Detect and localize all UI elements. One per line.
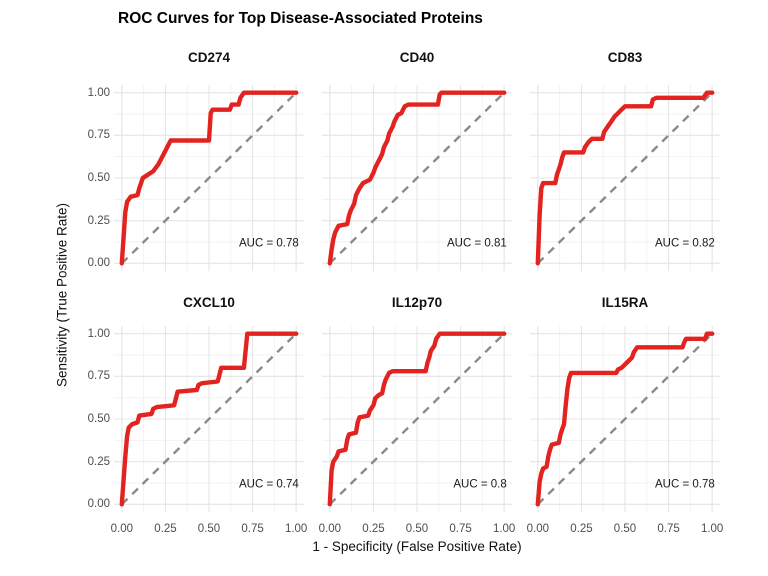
y-tick-label: 0.00	[87, 257, 110, 270]
auc-annotation: AUC = 0.82	[655, 237, 715, 249]
facet-title-cd83: CD83	[607, 50, 643, 65]
x-tick-label: 0.75	[657, 523, 680, 535]
roc-curve	[535, 90, 715, 266]
roc-panel-cd40: AUC = 0.81	[322, 85, 512, 271]
y-axis-ticks-row1: 0.00 0.25 0.50 0.75 1.00	[70, 85, 110, 271]
x-tick-label: 0.25	[362, 523, 385, 535]
diagonal-reference-line	[121, 91, 297, 265]
x-axis-title: 1 - Specificity (False Positive Rate)	[312, 539, 522, 554]
x-tick-label: 0.00	[318, 523, 342, 535]
facet-title-cxcl10: CXCL10	[183, 295, 235, 310]
diagonal-reference-line	[329, 91, 505, 265]
diagonal-reference-line	[537, 91, 713, 265]
x-tick-label: 1.00	[700, 523, 724, 535]
x-axis-ticks-col3: 0.00 0.25 0.50 0.75 1.00	[526, 521, 724, 537]
y-axis-title: Sensitivity (True Positive Rate)	[54, 202, 70, 388]
y-tick-label: 0.25	[87, 214, 110, 227]
auc-annotation: AUC = 0.78	[239, 237, 299, 249]
roc-panel-il12p70: AUC = 0.8	[322, 326, 512, 512]
y-axis-ticks-row2: 0.00 0.25 0.50 0.75 1.00	[70, 326, 110, 512]
figure-title: ROC Curves for Top Disease-Associated Pr…	[118, 10, 483, 27]
roc-panel-cd83: AUC = 0.82	[530, 85, 720, 271]
auc-annotation: AUC = 0.78	[655, 478, 715, 490]
facet-title-cd40: CD40	[399, 50, 435, 65]
facet-title-il15ra: IL15RA	[601, 295, 649, 310]
y-tick-label: 1.00	[87, 327, 110, 340]
x-tick-label: 0.25	[570, 523, 593, 535]
roc-panel-cd274: AUC = 0.78	[114, 85, 304, 271]
roc-panel-cxcl10: AUC = 0.74	[114, 326, 304, 512]
facet-title-il12p70: IL12p70	[391, 295, 443, 310]
y-tick-label: 0.00	[87, 498, 110, 511]
y-tick-label: 1.00	[87, 86, 110, 99]
x-tick-label: 0.50	[197, 523, 221, 535]
x-tick-label: 0.50	[405, 523, 429, 535]
y-tick-label: 0.75	[87, 129, 110, 142]
y-tick-label: 0.75	[87, 370, 110, 383]
roc-curve	[535, 331, 715, 507]
facet-title-cd274: CD274	[187, 50, 231, 65]
roc-curve	[327, 90, 507, 266]
x-tick-label: 0.25	[154, 523, 177, 535]
x-tick-label: 1.00	[284, 523, 308, 535]
y-tick-label: 0.50	[87, 413, 110, 425]
roc-curve	[327, 331, 507, 507]
auc-annotation: AUC = 0.74	[239, 478, 299, 490]
x-tick-label: 0.00	[526, 523, 550, 535]
roc-curve	[119, 331, 299, 507]
roc-curve	[119, 90, 299, 266]
roc-panel-il15ra: AUC = 0.78	[530, 326, 720, 512]
x-axis-ticks-col2: 0.00 0.25 0.50 0.75 1.00	[318, 521, 516, 537]
x-tick-label: 0.75	[449, 523, 472, 535]
auc-annotation: AUC = 0.81	[447, 237, 507, 249]
diagonal-reference-line	[121, 332, 297, 506]
x-tick-label: 0.50	[613, 523, 637, 535]
x-tick-label: 1.00	[492, 523, 516, 535]
x-tick-label: 0.75	[241, 523, 264, 535]
x-axis-ticks-col1: 0.00 0.25 0.50 0.75 1.00	[110, 521, 308, 537]
y-tick-label: 0.50	[87, 172, 110, 184]
diagonal-reference-line	[329, 332, 505, 506]
diagonal-reference-line	[537, 332, 713, 506]
x-tick-label: 0.00	[110, 523, 134, 535]
y-tick-label: 0.25	[87, 455, 110, 468]
auc-annotation: AUC = 0.8	[453, 478, 506, 490]
